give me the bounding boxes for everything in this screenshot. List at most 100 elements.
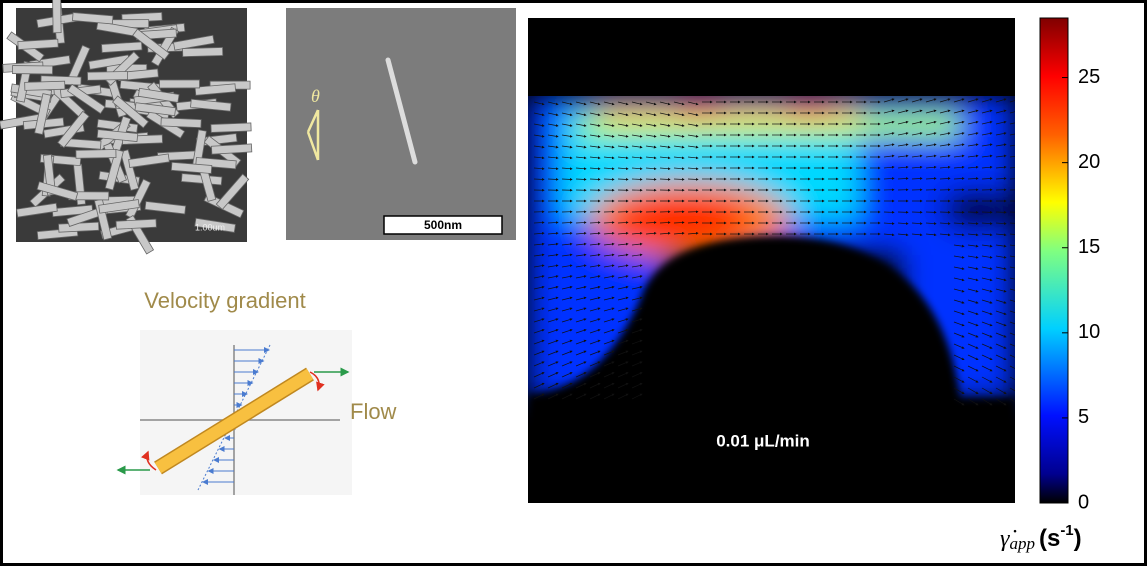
- quiver-arrow: [673, 156, 685, 160]
- quiver-arrow: [589, 242, 601, 246]
- quiver-arrow: [1009, 111, 1015, 114]
- quiver-arrow: [981, 255, 993, 259]
- quiver-arrow: [911, 233, 923, 237]
- quiver-arrow: [603, 350, 615, 356]
- quiver-arrow: [547, 123, 559, 127]
- quiver-arrow: [911, 165, 923, 169]
- quiver-arrow: [645, 112, 657, 117]
- unit: ): [1074, 525, 1082, 552]
- quiver-arrow: [953, 387, 965, 394]
- quiver-arrow: [981, 288, 993, 293]
- quiver-arrow: [575, 329, 587, 334]
- quiver-arrow: [925, 222, 937, 225]
- quiver-arrow: [995, 222, 1007, 225]
- quiver-arrow: [561, 253, 573, 257]
- quiver-arrow: [1009, 100, 1015, 103]
- quiver-arrow: [589, 372, 601, 378]
- quiver-arrow: [533, 318, 545, 323]
- tick-label: 10: [1078, 321, 1100, 343]
- quiver-arrow: [603, 329, 615, 334]
- rod: [24, 80, 66, 91]
- quiver-arrow: [659, 221, 671, 224]
- quiver-arrow: [981, 332, 993, 338]
- quiver-arrow: [561, 231, 573, 235]
- quiver-arrow: [547, 156, 559, 160]
- quiver-arrow: [645, 156, 657, 160]
- quiver-arrow: [967, 387, 979, 394]
- quiver-arrow: [953, 120, 965, 125]
- quiver-arrow: [1009, 233, 1015, 235]
- quiver-arrow: [967, 132, 979, 136]
- quiver-arrow: [981, 277, 993, 282]
- quiver-arrow: [953, 321, 965, 327]
- quiver-arrow: [911, 109, 923, 114]
- quiver-arrow: [897, 154, 909, 158]
- quiver-arrow: [533, 372, 545, 378]
- quiver-arrow: [995, 165, 1007, 169]
- quiver-arrow: [533, 178, 545, 181]
- quiver-arrow: [981, 132, 993, 136]
- quiver-arrow: [547, 339, 559, 345]
- quiver-arrow: [1009, 122, 1015, 125]
- quiver-arrow: [575, 307, 587, 312]
- quiver-arrow: [617, 350, 629, 356]
- tick-label: 25: [1078, 66, 1100, 88]
- quiver-arrow: [883, 222, 895, 225]
- quiver-arrow: [883, 177, 895, 180]
- quiver-arrow: [561, 112, 573, 117]
- annotation: 0.01 μL/min: [716, 431, 810, 450]
- quiver-arrow: [981, 177, 993, 180]
- quiver-arrow: [547, 393, 559, 400]
- quiver-arrow: [575, 372, 587, 378]
- quiver-arrow: [547, 242, 559, 246]
- quiver-arrow: [939, 177, 951, 180]
- subscript: app: [1009, 534, 1035, 553]
- quiver-arrow: [589, 156, 601, 160]
- quiver-arrow: [589, 101, 601, 106]
- tick-label: 0: [1078, 491, 1089, 513]
- rod: [52, 0, 62, 34]
- sem-image-2: [286, 8, 516, 240]
- quiver-arrow: [533, 393, 545, 400]
- quiver-arrow: [561, 156, 573, 160]
- angle-label: θ: [311, 86, 320, 106]
- rotation-arrow: [141, 450, 157, 471]
- quiver-arrow: [953, 354, 965, 361]
- quiver-arrow: [645, 123, 657, 127]
- quiver-arrow: [967, 98, 979, 103]
- quiver-arrow: [561, 264, 573, 268]
- quiver-arrow: [533, 167, 545, 171]
- quiver-arrow: [533, 145, 545, 149]
- quiver-arrow: [995, 310, 1007, 315]
- rod: [215, 173, 250, 210]
- quiver-arrow: [1009, 365, 1015, 369]
- quiver-arrow: [589, 307, 601, 312]
- quiver-arrow: [673, 101, 685, 106]
- rod: [160, 117, 202, 129]
- quiver-arrow: [533, 285, 545, 290]
- quiver-arrow: [1009, 255, 1015, 258]
- rod: [134, 102, 177, 117]
- quiver-arrow: [603, 275, 615, 279]
- quiver-arrow: [981, 354, 993, 361]
- quiver-arrow: [617, 134, 629, 138]
- quiver-arrow: [561, 242, 573, 246]
- quiver-arrow: [589, 350, 601, 356]
- quiver-arrow: [1009, 288, 1015, 291]
- quiver-arrow: [617, 242, 629, 246]
- quiver-arrow: [617, 178, 629, 181]
- quiver-arrow: [603, 382, 615, 389]
- quiver-arrow: [1009, 343, 1015, 347]
- rod: [36, 181, 79, 202]
- quiver-arrow: [953, 288, 965, 293]
- quiver-arrow: [925, 98, 937, 103]
- quiver-arrow: [939, 98, 951, 103]
- quiver-arrow: [925, 165, 937, 169]
- quiver-arrow: [603, 296, 615, 301]
- quiver-arrow: [561, 167, 573, 171]
- quiver-arrow: [939, 143, 951, 147]
- rod: [12, 65, 53, 75]
- quiver-arrow: [939, 165, 951, 169]
- quiver-arrow: [533, 350, 545, 356]
